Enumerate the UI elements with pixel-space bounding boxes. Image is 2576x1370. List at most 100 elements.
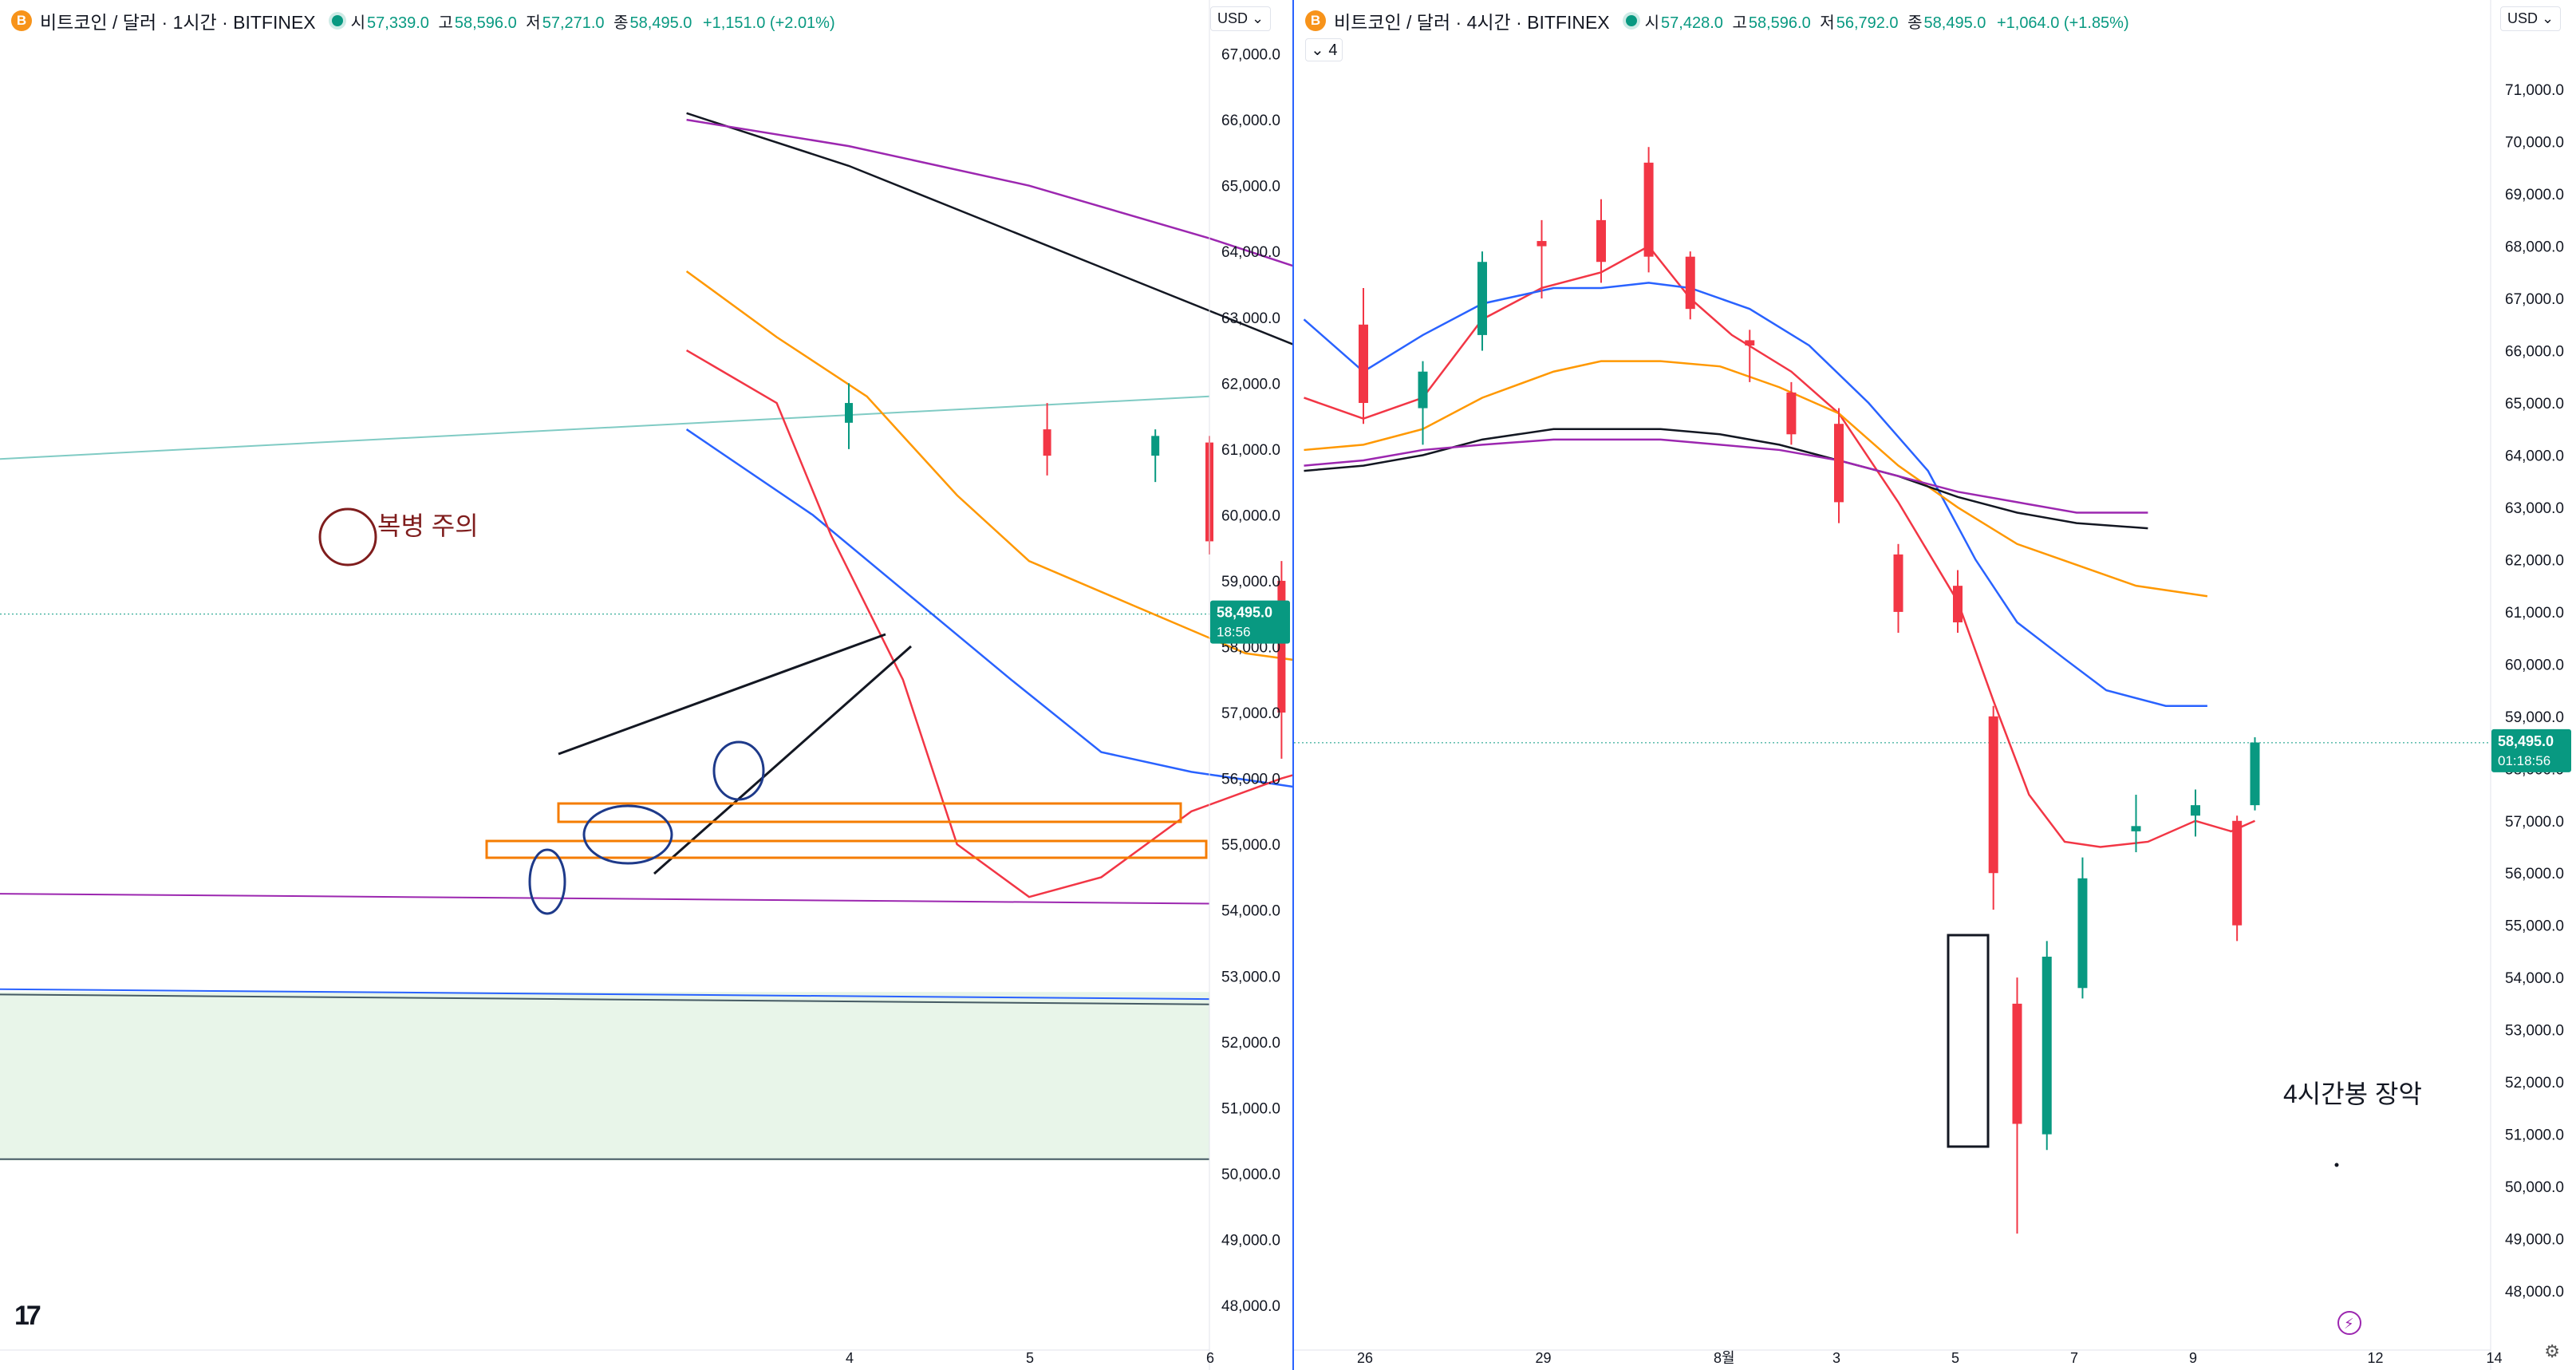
y-tick-label: 67,000.0	[2505, 291, 2564, 308]
trend-line-gray	[0, 993, 1210, 1005]
candle-body-19	[2232, 820, 2243, 926]
currency-dropdown[interactable]: USD ⌄	[2500, 6, 2562, 31]
y-tick-label: 55,000.0	[2505, 918, 2564, 935]
candle-body-12	[1953, 586, 1963, 622]
trend-line-purple	[0, 893, 1210, 905]
ma-line-4	[1304, 428, 2148, 530]
x-tick-label: 9	[2189, 1350, 2197, 1366]
gear-icon[interactable]: ⚙	[2544, 1341, 2560, 1361]
candle-body-5	[1596, 219, 1606, 263]
ohlc-high-label: 고	[438, 14, 453, 32]
ohlc-values: 시 57,339.0 고 58,596.0 저 57,271.0 종 58,495.0 …	[351, 10, 840, 33]
currency-label: USD	[2507, 10, 2539, 26]
lightning-glyph: ⚡	[2344, 1316, 2354, 1332]
y-tick-label: 60,000.0	[2505, 657, 2564, 673]
y-tick-label: 49,000.0	[1221, 1232, 1280, 1249]
ma-line-2	[685, 349, 1292, 898]
currency-label: USD	[1217, 10, 1249, 26]
currency-dropdown[interactable]: USD ⌄	[1210, 6, 1272, 31]
bitcoin-icon: B	[11, 10, 32, 31]
candle-body-3	[1477, 262, 1487, 335]
y-tick-label: 62,000.0	[2505, 552, 2564, 569]
y-tick-label: 51,000.0	[1221, 1100, 1280, 1117]
symbol-legend-4h: B 비트코인 / 달러 · 4시간 · BITFINEX 시 57,428.0 고…	[1305, 5, 2134, 37]
symbol-title[interactable]: 비트코인 / 달러 · 4시간 · BITFINEX	[1334, 12, 1610, 33]
y-tick-label: 53,000.0	[1221, 969, 1280, 985]
y-tick-label: 56,000.0	[1221, 772, 1280, 788]
chart-canvas-1h[interactable]: 복병 주의 48,000.0 49,000.0 50,000.0 51,000.0 52,…	[0, 0, 1292, 1370]
y-tick-label: 49,000.0	[2505, 1232, 2564, 1249]
x-tick-label: 6	[1206, 1350, 1214, 1366]
y-tick-label: 63,000.0	[1221, 310, 1280, 327]
ohlc-close-label: 종	[613, 14, 629, 32]
ma-line-5	[1304, 438, 2148, 514]
y-tick-label: 61,000.0	[1221, 442, 1280, 459]
ohlc-close-value: 58,495.0	[629, 14, 692, 32]
x-tick-label: 7	[2070, 1350, 2078, 1366]
y-tick-label: 57,000.0	[1221, 705, 1280, 722]
price-tag	[1210, 600, 1290, 644]
resistance-box-upper	[557, 802, 1182, 823]
y-tick-label: 52,000.0	[1221, 1035, 1280, 1052]
ohlc-low-label: 저	[1820, 14, 1835, 32]
y-tick-label: 65,000.0	[2505, 396, 2564, 413]
y-tick-label: 65,000.0	[1221, 179, 1280, 195]
candle-body-10	[1834, 424, 1844, 503]
y-tick-label: 61,000.0	[2505, 605, 2564, 622]
candle-body-2	[1418, 371, 1428, 409]
ohlc-low-value: 56,792.0	[1836, 14, 1899, 32]
ma-line-1	[1304, 244, 2256, 848]
warning-circle	[318, 507, 377, 567]
y-tick-label: 71,000.0	[2505, 82, 2564, 99]
symbol-title[interactable]: 비트코인 / 달러 · 1시간 · BITFINEX	[40, 12, 316, 33]
x-tick-label: 3	[1832, 1350, 1840, 1366]
ma-line-5	[686, 118, 1292, 267]
x-tick-label: 26	[1357, 1350, 1373, 1366]
y-tick-label: 51,000.0	[2505, 1127, 2564, 1144]
ma-line-4	[686, 112, 1292, 345]
y-tick-label: 50,000.0	[2505, 1179, 2564, 1196]
candle-body-15	[2041, 956, 2052, 1135]
y-tick-label: 60,000.0	[1221, 507, 1280, 524]
market-status-icon	[331, 15, 343, 26]
y-tick-label: 64,000.0	[1221, 244, 1280, 261]
y-tick-label: 55,000.0	[1221, 837, 1280, 854]
x-tick-label: 5	[1951, 1350, 1959, 1366]
candle-body-5	[1277, 580, 1286, 713]
wedge-upper-line	[558, 633, 886, 756]
chart-pane-1h[interactable]: 복병 주의 48,000.0 49,000.0 50,000.0 51,000.0 52,…	[0, 0, 1292, 1370]
tradingview-logo[interactable]: 17	[14, 1301, 41, 1331]
market-status-icon	[1625, 15, 1637, 26]
candle-body-13	[1988, 716, 1998, 874]
candle-body-16	[2077, 878, 2088, 989]
ohlc-values: 시 57,428.0 고 58,596.0 저 56,792.0 종 58,495.0 …	[1645, 10, 2134, 33]
price-tag	[2491, 728, 2571, 772]
candle-body-18	[2191, 805, 2200, 816]
y-tick-label: 56,000.0	[2505, 866, 2564, 882]
ohlc-low-label: 저	[526, 14, 541, 32]
y-tick-label: 48,000.0	[1221, 1298, 1280, 1315]
chart-canvas-4h[interactable]: 4시간봉 장악 48,000.0 49,000.0 50,000.0 51,000.0 5…	[1294, 0, 2576, 1370]
y-tick-label: 58,000.0	[1221, 640, 1280, 657]
highlight-ellipse-3	[712, 740, 765, 801]
y-tick-label: 70,000.0	[2505, 135, 2564, 152]
candle-body-7	[1685, 256, 1695, 310]
ohlc-high-value: 58,596.0	[454, 14, 517, 32]
wedge-lower-line	[653, 645, 912, 875]
candle-body-2	[1043, 429, 1051, 456]
y-tick-label: 54,000.0	[2505, 970, 2564, 987]
ma-line-3	[685, 270, 1292, 661]
candle-body-17	[2131, 826, 2141, 831]
indicator-collapse-button[interactable]: ⌄ 4	[1305, 38, 1343, 61]
ohlc-open-label: 시	[1644, 14, 1660, 32]
resistance-box-lower	[485, 839, 1208, 859]
highlight-ellipse-2	[582, 804, 673, 865]
y-tick-label: 53,000.0	[2505, 1023, 2564, 1040]
y-tick-label: 64,000.0	[2505, 448, 2564, 464]
lightning-icon	[2337, 1311, 2361, 1335]
symbol-legend-1h: B 비트코인 / 달러 · 1시간 · BITFINEX 시 57,339.0 고…	[11, 5, 840, 37]
chart-pane-4h[interactable]: 4시간봉 장악 48,000.0 49,000.0 50,000.0 51,000.0 5…	[1294, 0, 2576, 1370]
annotation-text: 4시간봉 장악	[2283, 1080, 2422, 1108]
x-tick-label: 29	[1536, 1350, 1552, 1366]
ohlc-low-value: 57,271.0	[542, 14, 605, 32]
